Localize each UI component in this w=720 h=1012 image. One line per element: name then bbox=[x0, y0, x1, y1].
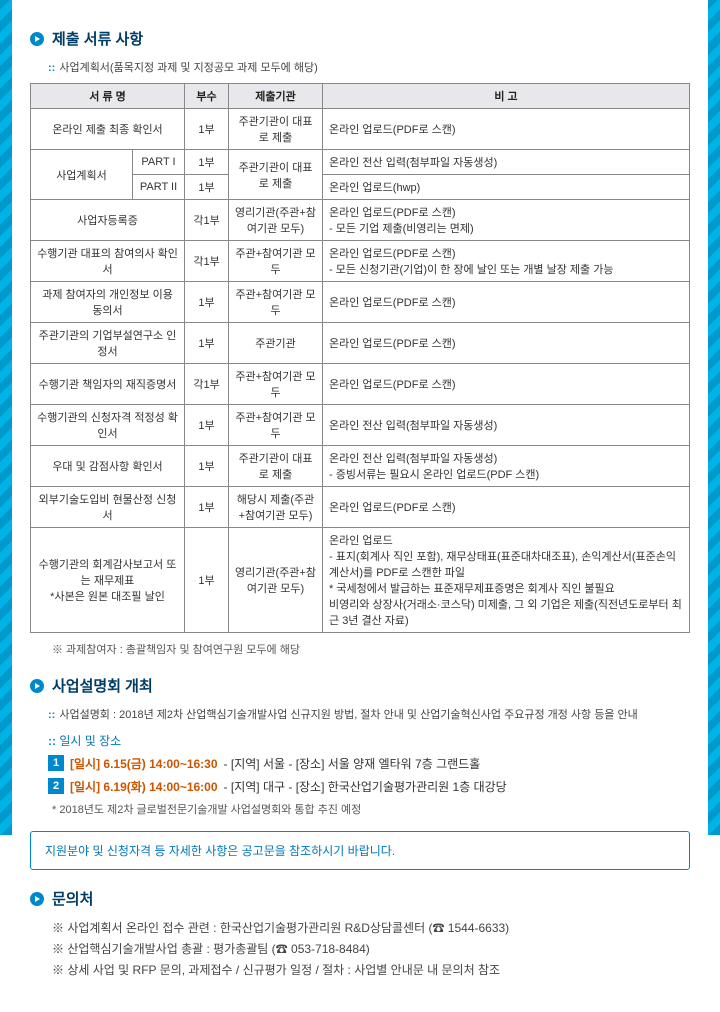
section2-desc: 사업설명회 : 2018년 제2차 산업핵심기술개발사업 신규지원 방법, 절차… bbox=[48, 706, 690, 722]
cell-org: 해당시 제출(주관+참여기관 모두) bbox=[229, 487, 323, 528]
cell-copies: 각1부 bbox=[185, 364, 229, 405]
schedule-location: - [지역] 서울 - [장소] 서울 양재 엘타워 7층 그랜드홀 bbox=[224, 755, 481, 772]
cell-copies: 1부 bbox=[185, 150, 229, 175]
cell-remark: 온라인 업로드(PDF로 스캔) bbox=[323, 364, 690, 405]
cell-remark: 온라인 업로드(PDF로 스캔) - 모든 기업 제출(비영리는 면제) bbox=[323, 200, 690, 241]
cell-copies: 각1부 bbox=[185, 200, 229, 241]
cell-copies: 1부 bbox=[185, 282, 229, 323]
cell-copies: 1부 bbox=[185, 446, 229, 487]
cell-org: 주관+참여기관 모두 bbox=[229, 405, 323, 446]
cell-org: 주관기관이 대표로 제출 bbox=[229, 150, 323, 200]
schedule-number: 2 bbox=[48, 778, 64, 794]
cell-copies: 1부 bbox=[185, 175, 229, 200]
table-row: 온라인 제출 최종 확인서1부주관기관이 대표로 제출온라인 업로드(PDF로 … bbox=[31, 109, 690, 150]
schedule-date: [일시] 6.19(화) 14:00~16:00 bbox=[70, 778, 218, 795]
schedule-item: 1 [일시] 6.15(금) 14:00~16:30 - [지역] 서울 - [장소… bbox=[48, 755, 690, 772]
cell-org: 영리기관(주관+참여기관 모두) bbox=[229, 528, 323, 633]
cell-docname: 과제 참여자의 개인정보 이용 동의서 bbox=[31, 282, 185, 323]
cell-docname: 온라인 제출 최종 확인서 bbox=[31, 109, 185, 150]
section3-title-text: 문의처 bbox=[52, 888, 93, 909]
cell-remark: 온라인 업로드 - 표지(회계사 직인 포함), 재무상태표(표준대차대조표),… bbox=[323, 528, 690, 633]
table-row: 수행기관 대표의 참여의사 확인서각1부주관+참여기관 모두온라인 업로드(PD… bbox=[31, 241, 690, 282]
cell-docname: 주관기관의 기업부설연구소 인정서 bbox=[31, 323, 185, 364]
cell-org: 주관+참여기관 모두 bbox=[229, 282, 323, 323]
section1-title-text: 제출 서류 사항 bbox=[52, 28, 143, 49]
cell-org: 주관기관 bbox=[229, 323, 323, 364]
cell-org: 주관기관이 대표로 제출 bbox=[229, 446, 323, 487]
table-row: 우대 및 감점사항 확인서1부주관기관이 대표로 제출온라인 전산 입력(첨부파… bbox=[31, 446, 690, 487]
schedule-date: [일시] 6.15(금) 14:00~16:30 bbox=[70, 755, 218, 772]
cell-remark: 온라인 업로드(hwp) bbox=[323, 175, 690, 200]
cell-docname: 외부기술도입비 현물산정 신청서 bbox=[31, 487, 185, 528]
decorative-stripe-right bbox=[708, 0, 720, 835]
cell-docname: 수행기관 대표의 참여의사 확인서 bbox=[31, 241, 185, 282]
contact-line: ※ 상세 사업 및 RFP 문의, 과제접수 / 신규평가 일정 / 절차 : … bbox=[52, 961, 690, 978]
section1-title: 제출 서류 사항 bbox=[30, 28, 690, 49]
cell-remark: 온라인 업로드(PDF로 스캔) - 모든 신청기관(기업)이 한 장에 날인 … bbox=[323, 241, 690, 282]
cell-docname: 우대 및 감점사항 확인서 bbox=[31, 446, 185, 487]
cell-remark: 온라인 전산 입력(첨부파일 자동생성) bbox=[323, 405, 690, 446]
table-row: 사업계획서PART I1부주관기관이 대표로 제출온라인 전산 입력(첨부파일 … bbox=[31, 150, 690, 175]
section2-note: * 2018년도 제2차 글로벌전문기술개발 사업설명회와 통합 추진 예정 bbox=[52, 801, 690, 817]
cell-docname: 수행기관의 신청자격 적정성 확인서 bbox=[31, 405, 185, 446]
cell-remark: 온라인 업로드(PDF로 스캔) bbox=[323, 487, 690, 528]
cell-docname: 수행기관 책임자의 재직증명서 bbox=[31, 364, 185, 405]
cell-copies: 1부 bbox=[185, 405, 229, 446]
section2-title-text: 사업설명회 개최 bbox=[52, 675, 153, 696]
cell-remark: 온라인 업로드(PDF로 스캔) bbox=[323, 109, 690, 150]
cell-docname: 수행기관의 회계감사보고서 또는 재무제표 *사본은 원본 대조필 날인 bbox=[31, 528, 185, 633]
cell-org: 주관+참여기관 모두 bbox=[229, 241, 323, 282]
table-row: 수행기관의 신청자격 적정성 확인서1부주관+참여기관 모두온라인 전산 입력(… bbox=[31, 405, 690, 446]
cell-org: 영리기관(주관+참여기관 모두) bbox=[229, 200, 323, 241]
cell-copies: 1부 bbox=[185, 323, 229, 364]
table-header-row: 서 류 명 부수 제출기관 비 고 bbox=[31, 84, 690, 109]
schedule-item: 2 [일시] 6.19(화) 14:00~16:00 - [지역] 대구 - [장소… bbox=[48, 778, 690, 795]
play-bullet-icon bbox=[30, 679, 44, 693]
cell-copies: 1부 bbox=[185, 528, 229, 633]
cell-remark: 온라인 전산 입력(첨부파일 자동생성) bbox=[323, 150, 690, 175]
play-bullet-icon bbox=[30, 892, 44, 906]
cell-part: PART I bbox=[133, 150, 185, 175]
cell-org: 주관기관이 대표로 제출 bbox=[229, 109, 323, 150]
table-row: 수행기관 책임자의 재직증명서각1부주관+참여기관 모두온라인 업로드(PDF로… bbox=[31, 364, 690, 405]
cell-copies: 각1부 bbox=[185, 241, 229, 282]
cell-part: PART II bbox=[133, 175, 185, 200]
play-bullet-icon bbox=[30, 32, 44, 46]
th-copies: 부수 bbox=[185, 84, 229, 109]
contact-line: ※ 사업계획서 온라인 접수 관련 : 한국산업기술평가관리원 R&D상담콜센터… bbox=[52, 919, 690, 936]
table-row: 수행기관의 회계감사보고서 또는 재무제표 *사본은 원본 대조필 날인1부영리… bbox=[31, 528, 690, 633]
cell-copies: 1부 bbox=[185, 487, 229, 528]
contact-line: ※ 산업핵심기술개발사업 총괄 : 평가총괄팀 (☎ 053-718-8484) bbox=[52, 940, 690, 957]
table-row: 외부기술도입비 현물산정 신청서1부해당시 제출(주관+참여기관 모두)온라인 … bbox=[31, 487, 690, 528]
table-row: 사업자등록증각1부영리기관(주관+참여기관 모두)온라인 업로드(PDF로 스캔… bbox=[31, 200, 690, 241]
section3-title: 문의처 bbox=[30, 888, 690, 909]
section1-note: 사업계획서(품목지정 과제 및 지정공모 과제 모두에 해당) bbox=[48, 59, 690, 75]
schedule-number: 1 bbox=[48, 755, 64, 771]
page-content: 제출 서류 사항 사업계획서(품목지정 과제 및 지정공모 과제 모두에 해당)… bbox=[0, 0, 720, 1012]
cell-docname: 사업계획서 bbox=[31, 150, 133, 200]
schedule-location: - [지역] 대구 - [장소] 한국산업기술평가관리원 1층 대강당 bbox=[224, 778, 507, 795]
cell-org: 주관+참여기관 모두 bbox=[229, 364, 323, 405]
cell-docname: 사업자등록증 bbox=[31, 200, 185, 241]
cell-remark: 온라인 전산 입력(첨부파일 자동생성) - 증빙서류는 필요시 온라인 업로드… bbox=[323, 446, 690, 487]
section1-footnote: ※ 과제참여자 : 총괄책임자 및 참여연구원 모두에 해당 bbox=[52, 641, 690, 657]
th-note: 비 고 bbox=[323, 84, 690, 109]
cell-copies: 1부 bbox=[185, 109, 229, 150]
decorative-stripe-left bbox=[0, 0, 12, 835]
cell-remark: 온라인 업로드(PDF로 스캔) bbox=[323, 323, 690, 364]
th-name: 서 류 명 bbox=[31, 84, 185, 109]
documents-table: 서 류 명 부수 제출기관 비 고 온라인 제출 최종 확인서1부주관기관이 대… bbox=[30, 83, 690, 633]
section2-title: 사업설명회 개최 bbox=[30, 675, 690, 696]
cell-remark: 온라인 업로드(PDF로 스캔) bbox=[323, 282, 690, 323]
th-org: 제출기관 bbox=[229, 84, 323, 109]
table-row: 주관기관의 기업부설연구소 인정서1부주관기관온라인 업로드(PDF로 스캔) bbox=[31, 323, 690, 364]
table-row: 과제 참여자의 개인정보 이용 동의서1부주관+참여기관 모두온라인 업로드(P… bbox=[31, 282, 690, 323]
section2-subhead: 일시 및 장소 bbox=[48, 732, 690, 749]
notice-box: 지원분야 및 신청자격 등 자세한 사항은 공고문을 참조하시기 바랍니다. bbox=[30, 831, 690, 870]
